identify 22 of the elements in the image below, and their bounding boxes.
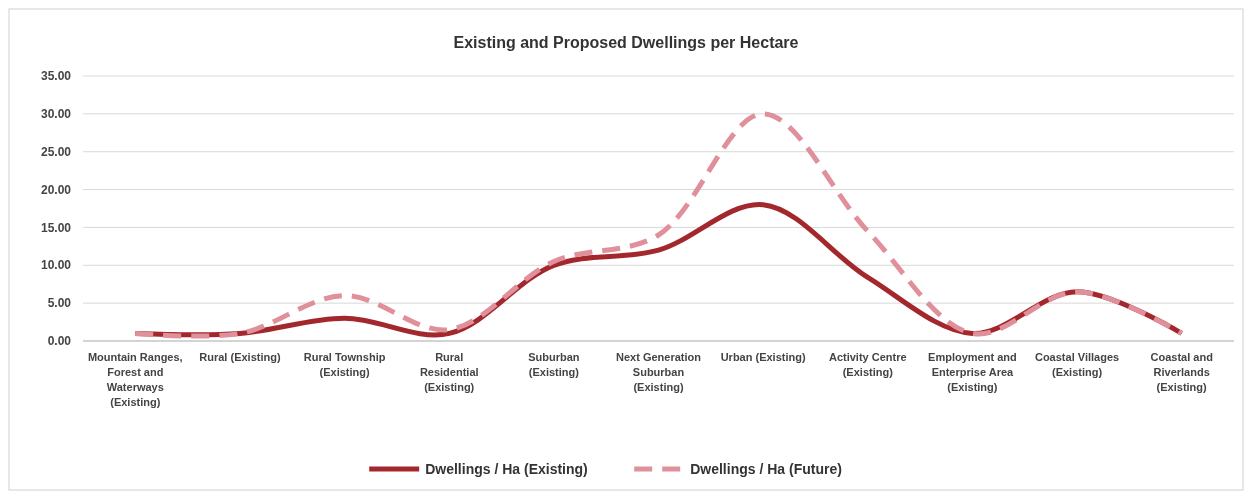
legend-label: Dwellings / Ha (Future) — [690, 460, 842, 477]
y-tick-label: 15.00 — [40, 220, 72, 235]
y-tick-label: 30.00 — [40, 107, 72, 122]
x-tick-label: Next Generation Suburban (Existing) — [616, 351, 702, 393]
y-tick-label: 25.00 — [40, 144, 72, 159]
x-tick-label: Rural (Existing) — [199, 351, 281, 363]
x-tick-label: Activity Centre (Existing) — [828, 351, 907, 378]
y-tick-label: 0.00 — [47, 334, 72, 349]
x-tick-label: Suburban (Existing) — [528, 351, 580, 378]
x-tick-label: Mountain Ranges, Forest and Waterways (Existing) — [87, 351, 183, 408]
x-tick-label: Rural Township (Existing) — [303, 351, 386, 378]
legend-label: Dwellings / Ha (Existing) — [425, 460, 588, 477]
chart-title: Existing and Proposed Dwellings per Hectare — [453, 34, 799, 51]
x-tick-label: Coastal Villages (Existing) — [1034, 351, 1120, 378]
y-tick-label: 5.00 — [47, 296, 72, 311]
x-tick-label: Coastal and Riverlands (Existing) — [1150, 351, 1213, 393]
y-tick-label: 35.00 — [40, 69, 72, 84]
y-tick-label: 10.00 — [40, 258, 72, 273]
x-tick-label: Urban (Existing) — [720, 351, 806, 363]
y-tick-label: 20.00 — [40, 182, 72, 197]
x-tick-label: Employment and Enterprise Area (Existing) — [928, 351, 1017, 393]
x-tick-label: Rural Residential (Existing) — [419, 351, 479, 393]
